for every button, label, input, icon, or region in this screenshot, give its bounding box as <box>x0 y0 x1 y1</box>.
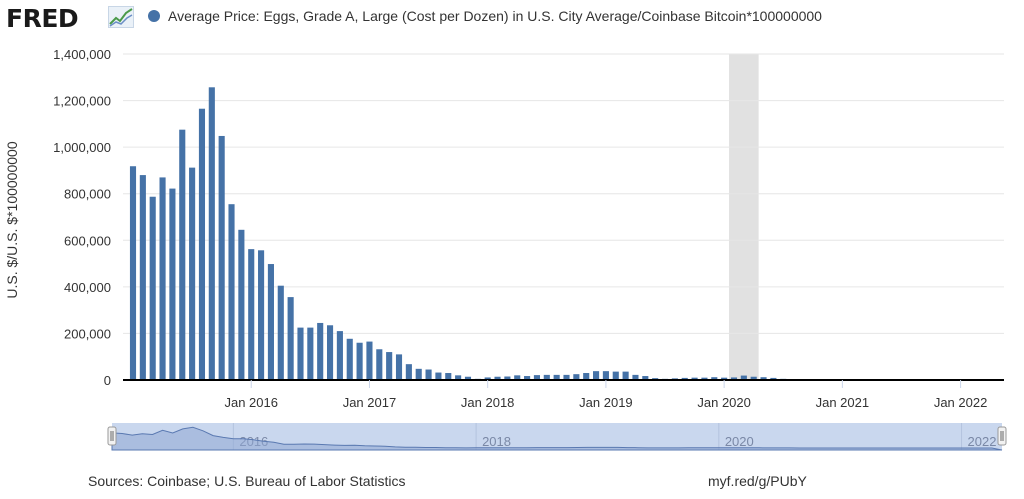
fred-logo[interactable]: FRED <box>6 4 79 33</box>
x-tick-label: Jan 2020 <box>697 395 751 410</box>
bar <box>602 371 609 380</box>
bar <box>583 373 590 380</box>
bar <box>642 376 649 380</box>
navigator-label: 2022 <box>968 434 997 449</box>
bar <box>307 327 314 380</box>
bar <box>415 368 422 380</box>
bar <box>129 166 137 380</box>
legend-marker-icon <box>148 10 160 22</box>
bar <box>514 375 521 380</box>
bar <box>494 376 501 380</box>
fred-graph-icon <box>108 6 134 28</box>
x-tick-label: Jan 2022 <box>934 395 988 410</box>
bar <box>287 297 294 380</box>
bar <box>740 375 747 380</box>
bar <box>484 377 491 380</box>
navigator-label: 2020 <box>725 434 754 449</box>
bar <box>169 188 176 380</box>
bar <box>336 331 343 380</box>
bar <box>553 374 560 380</box>
bar <box>277 285 284 380</box>
y-tick-label: 1,200,000 <box>53 94 111 109</box>
sources-text: Sources: Coinbase; U.S. Bureau of Labor … <box>88 473 406 489</box>
x-tick-label: Jan 2021 <box>816 395 870 410</box>
bar <box>297 327 304 380</box>
bar <box>543 374 550 380</box>
bar <box>346 338 353 380</box>
bar <box>533 375 540 380</box>
y-tick-label: 1,400,000 <box>53 47 111 62</box>
bar <box>356 342 363 380</box>
recession-shading <box>729 54 759 380</box>
x-tick-label: Jan 2016 <box>224 395 278 410</box>
bar <box>386 352 393 380</box>
bar <box>711 377 718 380</box>
y-tick-label: 1,000,000 <box>53 140 111 155</box>
y-tick-label: 600,000 <box>64 233 111 248</box>
legend-label: Average Price: Eggs, Grade A, Large (Cos… <box>168 8 822 24</box>
bar <box>612 371 619 380</box>
y-tick-label: 0 <box>104 373 111 388</box>
bar <box>701 377 708 380</box>
bar <box>139 175 146 380</box>
bar <box>593 371 600 380</box>
bar <box>504 376 511 380</box>
short-link[interactable]: myf.red/g/PUbY <box>708 473 807 489</box>
bar <box>464 376 472 380</box>
bar <box>395 354 403 380</box>
bar <box>228 204 235 380</box>
bar <box>218 135 225 380</box>
bar <box>425 369 432 380</box>
bar <box>198 108 206 380</box>
bar <box>691 377 698 380</box>
bar <box>770 377 777 380</box>
bar <box>573 374 580 380</box>
bar <box>376 349 383 380</box>
bar <box>317 322 324 380</box>
bar <box>760 377 767 380</box>
chart-header: FRED Average Price: Eggs, Grade A, Large… <box>0 0 1024 36</box>
bar <box>258 250 265 380</box>
bar <box>622 371 629 380</box>
bar <box>721 377 728 380</box>
y-tick-label: 800,000 <box>64 187 111 202</box>
bar <box>750 376 757 380</box>
bar <box>524 376 531 380</box>
navigator-label: 2018 <box>482 434 511 449</box>
x-tick-label: Jan 2018 <box>461 395 515 410</box>
bar <box>435 372 442 380</box>
navigator-right-handle[interactable] <box>997 426 1007 446</box>
bar <box>208 87 215 380</box>
bar <box>189 167 196 380</box>
navigator-series <box>111 426 1003 451</box>
bar <box>149 196 156 380</box>
bar <box>366 341 373 380</box>
chart-legend: Average Price: Eggs, Grade A, Large (Cos… <box>148 8 822 24</box>
x-tick-label: Jan 2017 <box>343 395 397 410</box>
x-tick-label: Jan 2019 <box>579 395 633 410</box>
bar <box>632 374 639 380</box>
bar <box>179 129 186 380</box>
bar <box>563 374 570 380</box>
bar <box>730 377 738 380</box>
navigator-left-handle[interactable] <box>107 426 117 446</box>
bar <box>267 264 274 380</box>
bar <box>445 373 452 380</box>
bar <box>326 325 334 380</box>
bar <box>238 229 245 380</box>
bar <box>248 249 255 380</box>
y-tick-label: 200,000 <box>64 326 111 341</box>
bar <box>455 375 462 380</box>
bar-chart[interactable]: 0 200,000 400,000 600,000 800,000 1,000,000 1,… <box>0 0 1024 470</box>
bar <box>405 364 412 380</box>
bar <box>681 377 688 380</box>
y-tick-label: 400,000 <box>64 280 111 295</box>
bar <box>159 177 166 380</box>
